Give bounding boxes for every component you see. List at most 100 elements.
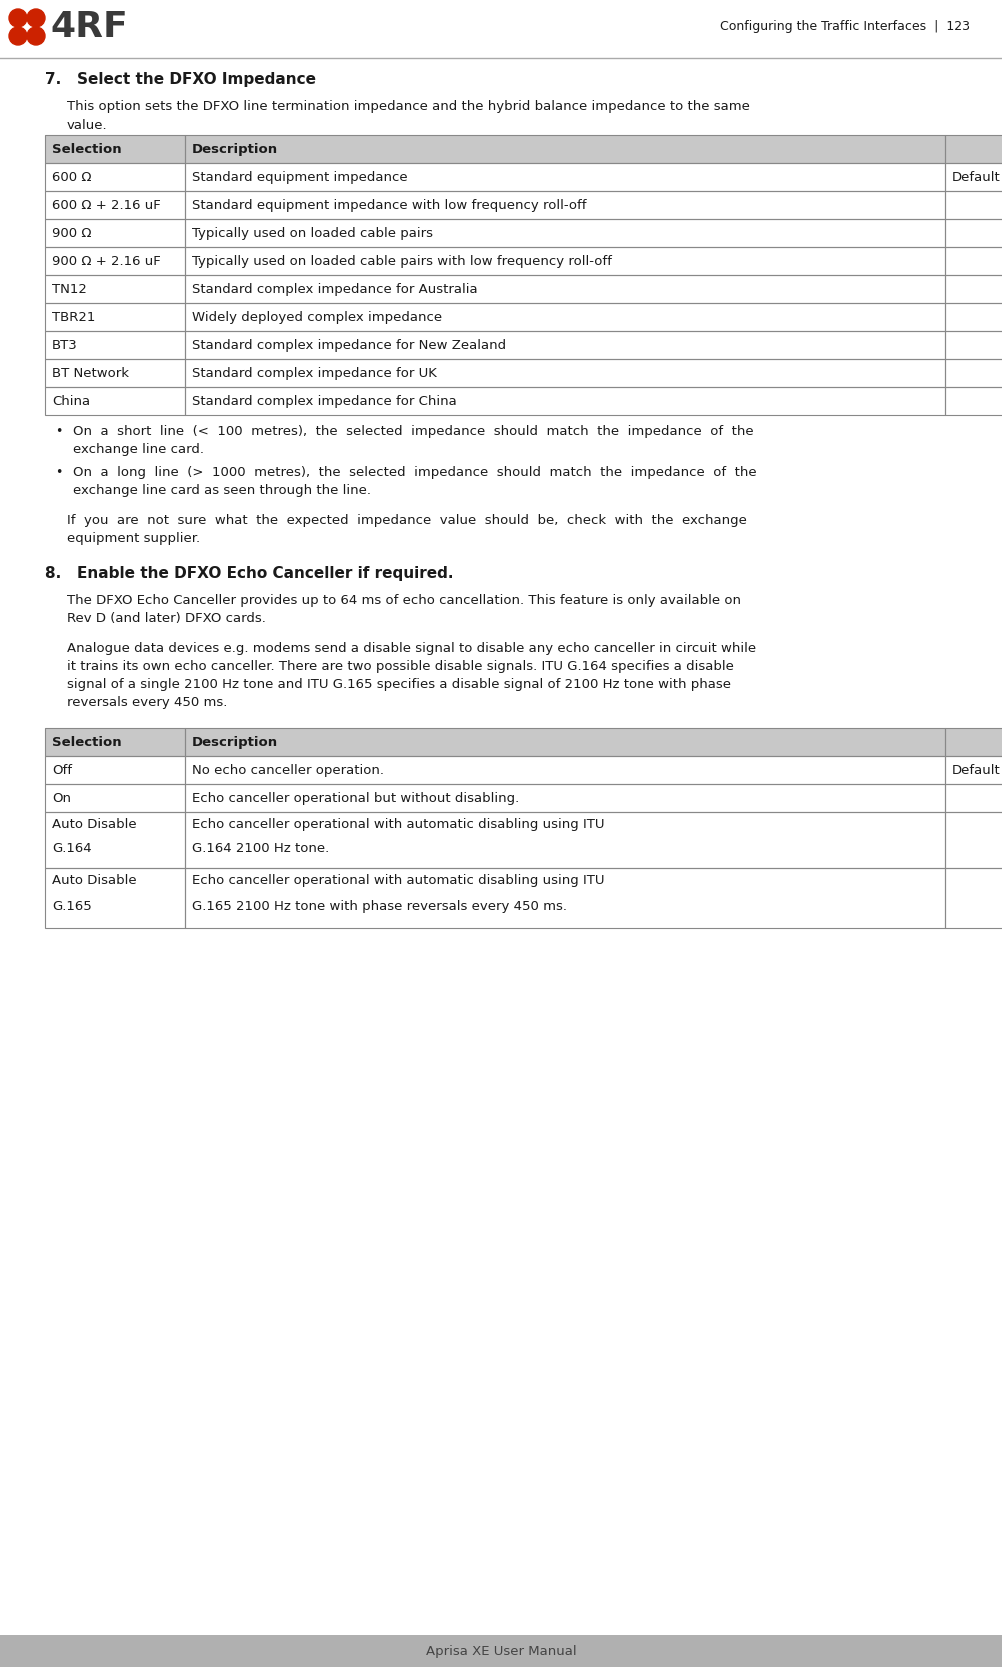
Bar bbox=[184, 192, 944, 218]
Text: Analogue data devices e.g. modems send a disable signal to disable any echo canc: Analogue data devices e.g. modems send a… bbox=[67, 642, 756, 655]
Circle shape bbox=[9, 8, 27, 27]
Bar bbox=[944, 783, 1002, 812]
Bar bbox=[184, 247, 944, 275]
Text: exchange line card.: exchange line card. bbox=[73, 443, 203, 457]
Text: Standard equipment impedance: Standard equipment impedance bbox=[191, 170, 407, 183]
Text: Selection: Selection bbox=[52, 735, 121, 748]
Bar bbox=[45, 303, 184, 332]
Circle shape bbox=[27, 27, 45, 45]
Text: Echo canceller operational with automatic disabling using ITU: Echo canceller operational with automati… bbox=[191, 874, 604, 887]
Bar bbox=[184, 358, 944, 387]
Text: Standard complex impedance for UK: Standard complex impedance for UK bbox=[191, 367, 437, 380]
Text: This option sets the DFXO line termination impedance and the hybrid balance impe: This option sets the DFXO line terminati… bbox=[67, 100, 749, 113]
Text: exchange line card as seen through the line.: exchange line card as seen through the l… bbox=[73, 483, 371, 497]
Text: Default: Default bbox=[951, 170, 1000, 183]
Text: G.165 2100 Hz tone with phase reversals every 450 ms.: G.165 2100 Hz tone with phase reversals … bbox=[191, 900, 566, 914]
Text: BT3: BT3 bbox=[52, 338, 78, 352]
Bar bbox=[944, 387, 1002, 415]
Text: BT Network: BT Network bbox=[52, 367, 129, 380]
Text: 7.   Select the DFXO Impedance: 7. Select the DFXO Impedance bbox=[45, 72, 316, 87]
Text: Widely deployed complex impedance: Widely deployed complex impedance bbox=[191, 310, 442, 323]
Bar bbox=[45, 358, 184, 387]
Text: 900 Ω: 900 Ω bbox=[52, 227, 91, 240]
Bar bbox=[45, 812, 184, 869]
Bar bbox=[944, 812, 1002, 869]
Text: •: • bbox=[55, 467, 62, 478]
Bar bbox=[45, 135, 184, 163]
Bar bbox=[184, 387, 944, 415]
Text: Configuring the Traffic Interfaces  |  123: Configuring the Traffic Interfaces | 123 bbox=[719, 20, 969, 33]
Text: G.165: G.165 bbox=[52, 900, 91, 914]
Bar bbox=[45, 192, 184, 218]
Bar bbox=[184, 812, 944, 869]
Bar bbox=[184, 869, 944, 929]
Text: Standard equipment impedance with low frequency roll-off: Standard equipment impedance with low fr… bbox=[191, 198, 586, 212]
Bar bbox=[184, 163, 944, 192]
Bar bbox=[45, 247, 184, 275]
Bar bbox=[184, 275, 944, 303]
Text: On  a  short  line  (<  100  metres),  the  selected  impedance  should  match  : On a short line (< 100 metres), the sele… bbox=[73, 425, 753, 438]
Text: equipment supplier.: equipment supplier. bbox=[67, 532, 200, 545]
Bar bbox=[944, 303, 1002, 332]
Bar bbox=[184, 218, 944, 247]
Bar bbox=[944, 247, 1002, 275]
Text: •: • bbox=[55, 425, 62, 438]
Bar bbox=[944, 358, 1002, 387]
Bar bbox=[45, 387, 184, 415]
Text: On: On bbox=[52, 792, 71, 805]
Text: 600 Ω: 600 Ω bbox=[52, 170, 91, 183]
Bar bbox=[45, 869, 184, 929]
Bar bbox=[184, 783, 944, 812]
Text: 600 Ω + 2.16 uF: 600 Ω + 2.16 uF bbox=[52, 198, 160, 212]
Bar bbox=[45, 275, 184, 303]
Text: value.: value. bbox=[67, 118, 107, 132]
Bar bbox=[45, 783, 184, 812]
Text: Rev D (and later) DFXO cards.: Rev D (and later) DFXO cards. bbox=[67, 612, 266, 625]
Text: TBR21: TBR21 bbox=[52, 310, 95, 323]
Bar bbox=[184, 303, 944, 332]
Text: reversals every 450 ms.: reversals every 450 ms. bbox=[67, 697, 227, 708]
Bar bbox=[944, 332, 1002, 358]
Text: The DFXO Echo Canceller provides up to 64 ms of echo cancellation. This feature : The DFXO Echo Canceller provides up to 6… bbox=[67, 593, 740, 607]
Text: China: China bbox=[52, 395, 90, 407]
Text: Standard complex impedance for China: Standard complex impedance for China bbox=[191, 395, 456, 407]
Text: Off: Off bbox=[52, 763, 72, 777]
Circle shape bbox=[9, 27, 27, 45]
Bar bbox=[184, 757, 944, 783]
Text: Description: Description bbox=[191, 142, 278, 155]
Text: No echo canceller operation.: No echo canceller operation. bbox=[191, 763, 384, 777]
Text: 4RF: 4RF bbox=[50, 10, 127, 43]
Bar bbox=[944, 275, 1002, 303]
Bar bbox=[0, 1635, 1002, 1667]
Text: Selection: Selection bbox=[52, 142, 121, 155]
Bar bbox=[45, 757, 184, 783]
Text: it trains its own echo canceller. There are two possible disable signals. ITU G.: it trains its own echo canceller. There … bbox=[67, 660, 733, 673]
Bar bbox=[184, 332, 944, 358]
Text: G.164: G.164 bbox=[52, 842, 91, 855]
Text: TN12: TN12 bbox=[52, 282, 87, 295]
Bar bbox=[944, 218, 1002, 247]
Bar bbox=[944, 728, 1002, 757]
Text: Typically used on loaded cable pairs: Typically used on loaded cable pairs bbox=[191, 227, 433, 240]
Text: G.164 2100 Hz tone.: G.164 2100 Hz tone. bbox=[191, 842, 329, 855]
Text: Description: Description bbox=[191, 735, 278, 748]
Circle shape bbox=[27, 8, 45, 27]
Text: On  a  long  line  (>  1000  metres),  the  selected  impedance  should  match  : On a long line (> 1000 metres), the sele… bbox=[73, 467, 756, 478]
Text: Auto Disable: Auto Disable bbox=[52, 874, 136, 887]
Text: Aprisa XE User Manual: Aprisa XE User Manual bbox=[426, 1645, 576, 1657]
Bar bbox=[944, 757, 1002, 783]
Text: If  you  are  not  sure  what  the  expected  impedance  value  should  be,  che: If you are not sure what the expected im… bbox=[67, 513, 746, 527]
Bar bbox=[944, 192, 1002, 218]
Text: Standard complex impedance for Australia: Standard complex impedance for Australia bbox=[191, 282, 477, 295]
Bar bbox=[45, 728, 184, 757]
Bar bbox=[184, 728, 944, 757]
Text: Default: Default bbox=[951, 763, 1000, 777]
Text: 8.   Enable the DFXO Echo Canceller if required.: 8. Enable the DFXO Echo Canceller if req… bbox=[45, 567, 453, 582]
Bar bbox=[944, 163, 1002, 192]
Bar bbox=[45, 332, 184, 358]
Text: signal of a single 2100 Hz tone and ITU G.165 specifies a disable signal of 2100: signal of a single 2100 Hz tone and ITU … bbox=[67, 678, 730, 692]
Text: Standard complex impedance for New Zealand: Standard complex impedance for New Zeala… bbox=[191, 338, 506, 352]
Bar bbox=[45, 728, 1002, 757]
Bar bbox=[184, 135, 944, 163]
Text: Typically used on loaded cable pairs with low frequency roll-off: Typically used on loaded cable pairs wit… bbox=[191, 255, 611, 267]
